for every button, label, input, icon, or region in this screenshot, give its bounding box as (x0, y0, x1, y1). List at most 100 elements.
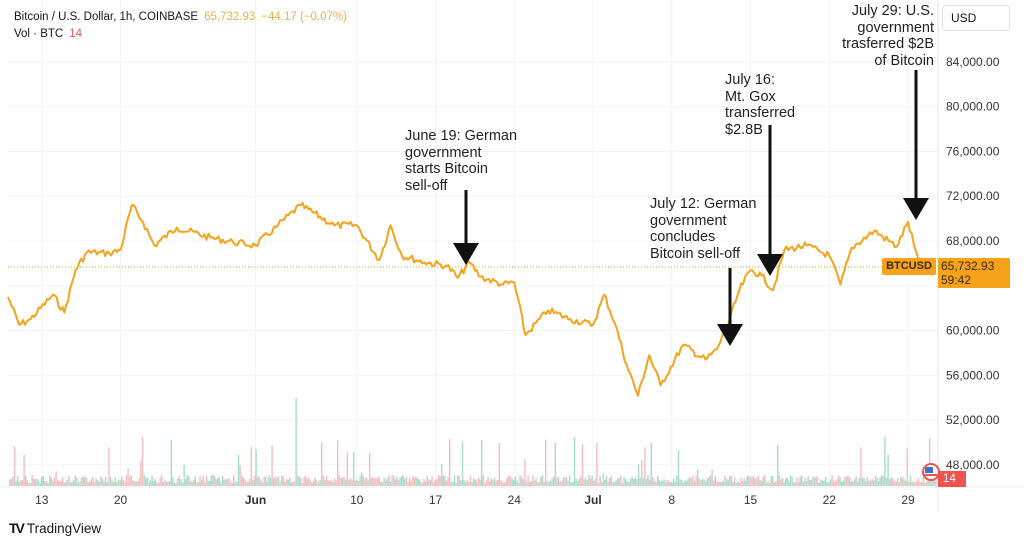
volume-bar (530, 481, 532, 486)
volume-bar (410, 481, 412, 486)
volume-bar (551, 478, 553, 486)
volume-bar (471, 481, 473, 486)
volume-bar (196, 482, 198, 486)
volume-bar (393, 475, 395, 486)
volume-bar (545, 439, 547, 486)
y-tick-label: 76,000.00 (946, 144, 1000, 158)
volume-bar (426, 475, 428, 486)
volume-bar (834, 480, 836, 486)
volume-bar (61, 477, 64, 486)
volume-bar (9, 479, 11, 486)
volume-bar (716, 481, 718, 486)
volume-bar (847, 476, 849, 486)
volume-bar (28, 482, 30, 486)
volume-bar (47, 482, 49, 486)
volume-bar (37, 480, 40, 486)
volume-bar (249, 479, 251, 486)
volume-bar (697, 469, 699, 486)
volume-bar (361, 472, 363, 486)
volume-bar (284, 481, 286, 486)
volume-bar (273, 477, 275, 486)
volume-bar (676, 475, 678, 486)
volume-bar (375, 478, 377, 486)
volume-bar (841, 481, 843, 486)
last-price: 65,732.93 (204, 11, 256, 23)
volume-bar (901, 477, 904, 486)
volume-bar (258, 476, 260, 486)
time-axis[interactable]: 13 20 Jun 10 17 24 Jul 8 15 22 29 (35, 493, 915, 507)
volume-bar (449, 439, 451, 486)
volume-bar (740, 477, 742, 486)
volume-bar (226, 479, 228, 486)
volume-bar (164, 479, 166, 486)
volume-bar (373, 477, 376, 486)
volume-bar (585, 477, 587, 486)
volume-bar (895, 481, 897, 486)
volume-bar (905, 480, 907, 486)
volume-bar (604, 479, 606, 486)
volume-bar (447, 477, 449, 486)
volume-bar (860, 447, 862, 486)
volume-bar (874, 475, 876, 486)
volume-bar (801, 475, 803, 486)
volume-bar (175, 482, 177, 486)
volume-bar (477, 477, 480, 486)
volume-bar (314, 477, 316, 486)
volume-bar (181, 482, 184, 486)
volume-bar (509, 476, 512, 486)
volume-bar (165, 481, 168, 486)
volume-bar (935, 480, 937, 486)
volume-bar (316, 480, 318, 486)
symbol-label: BTCUSD (882, 258, 936, 275)
volume-bar (73, 480, 75, 486)
volume-bar (153, 481, 155, 486)
annotation-line: government (857, 19, 934, 36)
volume-bar (322, 475, 324, 486)
volume-bar (777, 444, 779, 486)
volume-bar (898, 482, 900, 486)
volume-bar (42, 475, 44, 486)
volume-bar (930, 480, 932, 486)
currency-selector[interactable]: USD (942, 5, 1010, 31)
volume-bar (85, 477, 88, 486)
volume-bar (458, 475, 460, 486)
volume-bar (359, 475, 361, 486)
volume-bar (607, 481, 609, 486)
volume-bar (245, 481, 248, 486)
volume-bar (36, 478, 38, 486)
volume-bar (396, 476, 398, 486)
price-axis[interactable]: 48,000.00 52,000.00 56,000.00 60,000.00 68,0… (946, 55, 1000, 472)
volume-bar (645, 478, 648, 486)
tradingview-logo[interactable]: TV TradingView (9, 520, 101, 536)
volume-bar (215, 478, 217, 486)
volume-bar (863, 477, 865, 486)
volume-bar (197, 481, 200, 486)
volume-bar (802, 481, 804, 486)
volume-bar (223, 479, 225, 486)
volume-bar (381, 481, 384, 486)
volume-bar (130, 475, 132, 486)
volume-bar (503, 482, 505, 486)
volume-bar (727, 479, 729, 486)
volume-bar (178, 475, 180, 486)
volume-bar (365, 477, 368, 486)
volume-bar (154, 478, 156, 486)
volume-bar (289, 477, 291, 486)
volume-bar (596, 442, 598, 486)
volume-bar (909, 475, 912, 486)
volume-bar (749, 477, 752, 486)
annotation-arrow-head (903, 198, 929, 220)
volume-bar (532, 475, 534, 486)
volume-bar (807, 476, 809, 486)
y-tick-label: 52,000.00 (946, 413, 1000, 427)
volume-bar (516, 480, 518, 486)
volume-bar (479, 479, 481, 486)
volume-bar (546, 480, 548, 486)
volume-bar (218, 477, 220, 486)
volume-bar (20, 480, 22, 486)
volume-bar (877, 480, 880, 486)
volume-bar (837, 475, 840, 486)
volume-bar (823, 480, 825, 486)
volume-bar (122, 479, 124, 486)
